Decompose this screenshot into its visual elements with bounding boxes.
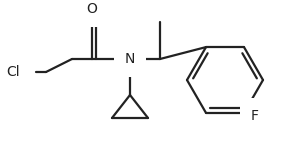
Text: N: N [125,52,135,66]
Text: F: F [251,109,259,123]
Text: O: O [86,2,97,16]
Text: Cl: Cl [6,65,20,79]
